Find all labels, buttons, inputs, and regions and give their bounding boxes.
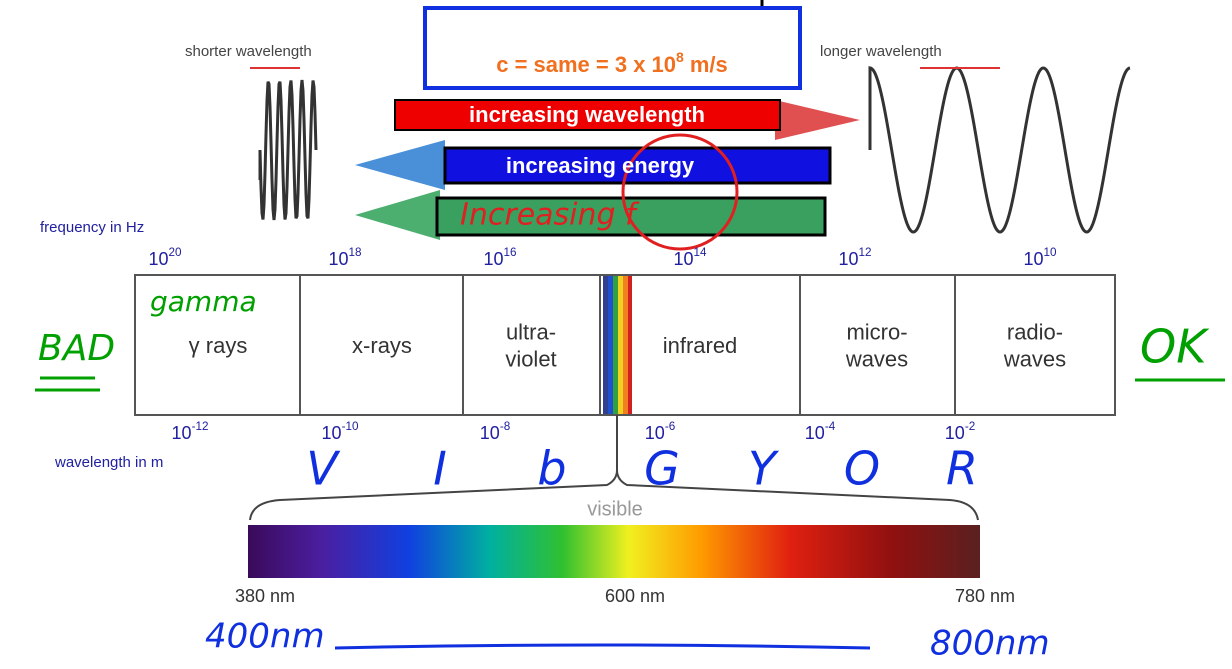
frequency-tick-base: 10 — [148, 249, 168, 269]
frequency-tick-base: 10 — [673, 249, 693, 269]
wavelength-tick-base: 10 — [805, 423, 825, 443]
wavelength-tick-base: 10 — [480, 423, 500, 443]
wavelength-arrow-label: increasing wavelength — [469, 102, 705, 127]
wavelength-tick: 10-10 — [322, 420, 359, 443]
color-letter: V — [306, 442, 341, 496]
frequency-tick-exponent: 14 — [694, 246, 708, 259]
energy-arrow-label: increasing energy — [506, 153, 695, 178]
visible-tick: 600 nm — [605, 586, 665, 606]
end-note: 800nm — [930, 624, 1050, 664]
wavelength-tick: 10-8 — [480, 420, 510, 443]
frequency-tick-exponent: 20 — [169, 246, 183, 259]
visible-label: visible — [587, 498, 643, 520]
wavelength-tick-exponent: -6 — [665, 420, 675, 433]
band-label: radio- — [1007, 319, 1063, 344]
gamma-note: gamma — [150, 285, 257, 318]
bad-note: BAD — [38, 328, 115, 369]
range-line — [334, 643, 871, 650]
color-letter: R — [946, 442, 978, 496]
color-letter: G — [644, 442, 680, 496]
wavelength-tick-base: 10 — [645, 423, 665, 443]
arrow-right-red — [775, 100, 860, 140]
frequency-tick: 1018 — [328, 246, 361, 269]
wavelength-tick: 10-6 — [645, 420, 675, 443]
speed-text-main: c = same = 3 x 10 — [496, 52, 676, 77]
band-dividers — [299, 275, 956, 415]
color-letter: I — [433, 442, 447, 496]
band-label: waves — [1003, 346, 1066, 371]
wavelength-title: wavelength in m — [54, 454, 163, 471]
wavelength-box — [394, 99, 781, 131]
speed-text-unit: m/s — [690, 52, 728, 77]
wavelength-tick-base: 10 — [172, 423, 192, 443]
color-letter: Y — [748, 442, 780, 496]
long-label: longer wavelength — [820, 43, 942, 60]
speed-box — [423, 6, 802, 90]
start-note: 400nm — [205, 617, 325, 657]
band-label: x-rays — [352, 333, 412, 358]
ok-note: OK — [1140, 320, 1210, 374]
visible-tick: 780 nm — [955, 586, 1015, 606]
band-label: waves — [845, 346, 908, 371]
short-wave — [258, 79, 318, 221]
visible-bracket — [249, 415, 979, 521]
arrow-left-green — [355, 190, 440, 240]
speed-text: c = same = 3 x 108 m/s — [496, 49, 728, 77]
frequency-tick: 1014 — [673, 246, 707, 269]
wavelength-tick: 10-4 — [805, 420, 836, 443]
frequency-tick: 1016 — [483, 246, 516, 269]
frequency-tick-exponent: 10 — [1044, 246, 1058, 259]
wavelength-tick-exponent: -2 — [965, 420, 975, 433]
band-label: micro- — [846, 319, 907, 344]
wavelength-tick-exponent: -4 — [825, 420, 836, 433]
frequency-tick-base: 10 — [838, 249, 858, 269]
frequency-tick-base: 10 — [483, 249, 503, 269]
visible-strip — [603, 276, 632, 414]
wavelength-tick-base: 10 — [945, 423, 965, 443]
wavelength-tick-exponent: -12 — [192, 420, 209, 433]
wavelength-tick-exponent: -10 — [342, 420, 359, 433]
band-label: γ rays — [189, 333, 248, 358]
frequency-tick-exponent: 18 — [349, 246, 362, 259]
frequency-tick: 1012 — [838, 246, 871, 269]
band-label: infrared — [663, 333, 738, 358]
color-letter: O — [844, 442, 880, 496]
wavelength-tick-base: 10 — [322, 423, 342, 443]
band-label: ultra- — [506, 319, 556, 344]
frequency-tick: 1020 — [148, 246, 182, 269]
speed-text-exponent: 8 — [676, 49, 684, 65]
frequency-tick-exponent: 12 — [859, 246, 872, 259]
wavelength-tick: 10-12 — [172, 420, 209, 443]
frequency-note: Increasing f — [460, 198, 640, 233]
frequency-box — [435, 196, 827, 237]
color-letter: b — [537, 442, 566, 496]
band-label: violet — [505, 346, 556, 371]
circle-annotation — [621, 133, 739, 251]
long-wave — [868, 66, 1131, 234]
frequency-tick-base: 10 — [1023, 249, 1043, 269]
frequency-tick-exponent: 16 — [504, 246, 517, 259]
frequency-tick: 1010 — [1023, 246, 1057, 269]
wavelength-tick: 10-2 — [945, 420, 975, 443]
wavelength-tick-exponent: -8 — [500, 420, 510, 433]
frequency-title: frequency in Hz — [40, 219, 144, 236]
arrow-left-blue — [355, 140, 445, 190]
short-label: shorter wavelength — [185, 43, 312, 60]
visible-spectrum — [248, 525, 980, 578]
bad-underline — [35, 376, 100, 392]
visible-tick: 380 nm — [235, 586, 295, 606]
frequency-tick-base: 10 — [328, 249, 348, 269]
